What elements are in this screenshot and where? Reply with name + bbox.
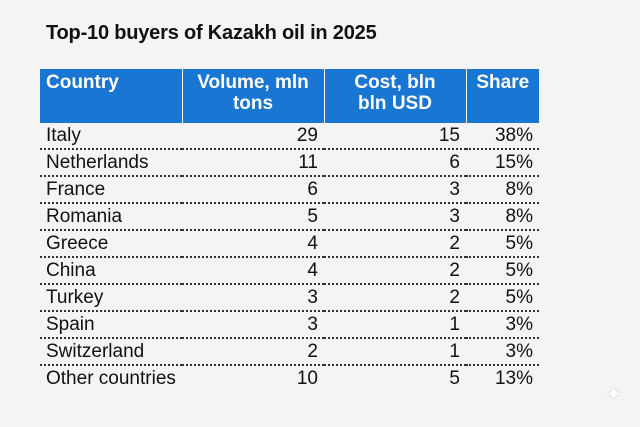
table-row: China 4 2 5% [40, 257, 539, 285]
table-row: France 6 3 8% [40, 176, 539, 204]
header-volume-line2: tons [232, 93, 274, 114]
cell-share: 3% [466, 311, 539, 339]
cell-share: 15% [466, 149, 539, 177]
cell-cost: 6 [324, 149, 466, 177]
table-row: Italy 29 15 38% [40, 123, 539, 150]
sparkle-icon: ✦ [605, 384, 622, 406]
cell-country: Romania [40, 203, 182, 231]
header-volume: Volume, mln tons [182, 69, 325, 123]
cell-share: 3% [466, 338, 539, 366]
cell-cost: 1 [324, 311, 466, 339]
cell-country: Switzerland [40, 338, 182, 366]
cell-volume: 3 [182, 311, 324, 339]
cell-country: Turkey [40, 284, 182, 312]
cell-volume: 2 [182, 338, 324, 366]
cell-share: 5% [466, 230, 539, 258]
table-body: Italy 29 15 38% Netherlands 11 6 15% Fra… [40, 123, 539, 391]
header-country-label: Country [46, 72, 119, 93]
cell-cost: 2 [324, 284, 466, 312]
cell-country: Spain [40, 311, 182, 339]
table-row: Romania 5 3 8% [40, 203, 539, 231]
header-share-label: Share [476, 72, 530, 93]
cell-country: Italy [40, 123, 182, 150]
cell-volume: 6 [182, 176, 324, 204]
cell-share: 5% [466, 257, 539, 285]
header-share: Share [466, 69, 539, 123]
cell-volume: 11 [182, 149, 324, 177]
cell-volume: 29 [182, 123, 324, 150]
cell-share: 8% [466, 203, 539, 231]
table-row: Spain 3 1 3% [40, 311, 539, 339]
cell-country: Netherlands [40, 149, 182, 177]
header-cost-line1: Cost, bln [354, 72, 436, 93]
header-volume-line1: Volume, mln [197, 72, 309, 93]
cell-cost: 2 [324, 257, 466, 285]
cell-volume: 10 [296, 368, 318, 389]
table-row: Greece 4 2 5% [40, 230, 539, 258]
cell-cost: 15 [324, 123, 466, 150]
page-title: Top-10 buyers of Kazakh oil in 2025 [46, 22, 377, 44]
cell-volume: 3 [182, 284, 324, 312]
cell-share: 8% [466, 176, 539, 204]
table-row: Turkey 3 2 5% [40, 284, 539, 312]
cell-country: France [40, 176, 182, 204]
table-row: Other countries 10 5 13% [40, 365, 539, 391]
cell-country: Other countries [46, 368, 176, 389]
cell-volume: 4 [182, 257, 324, 285]
table-header-row: Country Volume, mln tons Cost, bln bln U… [40, 69, 539, 123]
cell-cost: 5 [449, 368, 460, 389]
table-row: Switzerland 2 1 3% [40, 338, 539, 366]
cell-country: China [40, 257, 182, 285]
header-cost: Cost, bln bln USD [324, 69, 467, 123]
cell-cost: 3 [324, 176, 466, 204]
cell-cost: 2 [324, 230, 466, 258]
cell-share: 38% [466, 123, 539, 150]
table-row: Netherlands 11 6 15% [40, 149, 539, 177]
buyers-table: Country Volume, mln tons Cost, bln bln U… [40, 69, 539, 391]
cell-country: Greece [40, 230, 182, 258]
cell-cost: 1 [324, 338, 466, 366]
cell-volume: 4 [182, 230, 324, 258]
cell-share: 13% [494, 368, 533, 389]
cell-cost: 3 [324, 203, 466, 231]
cell-volume: 5 [182, 203, 324, 231]
cell-share: 5% [466, 284, 539, 312]
header-country: Country [40, 69, 183, 123]
header-cost-line2: bln USD [358, 93, 432, 114]
